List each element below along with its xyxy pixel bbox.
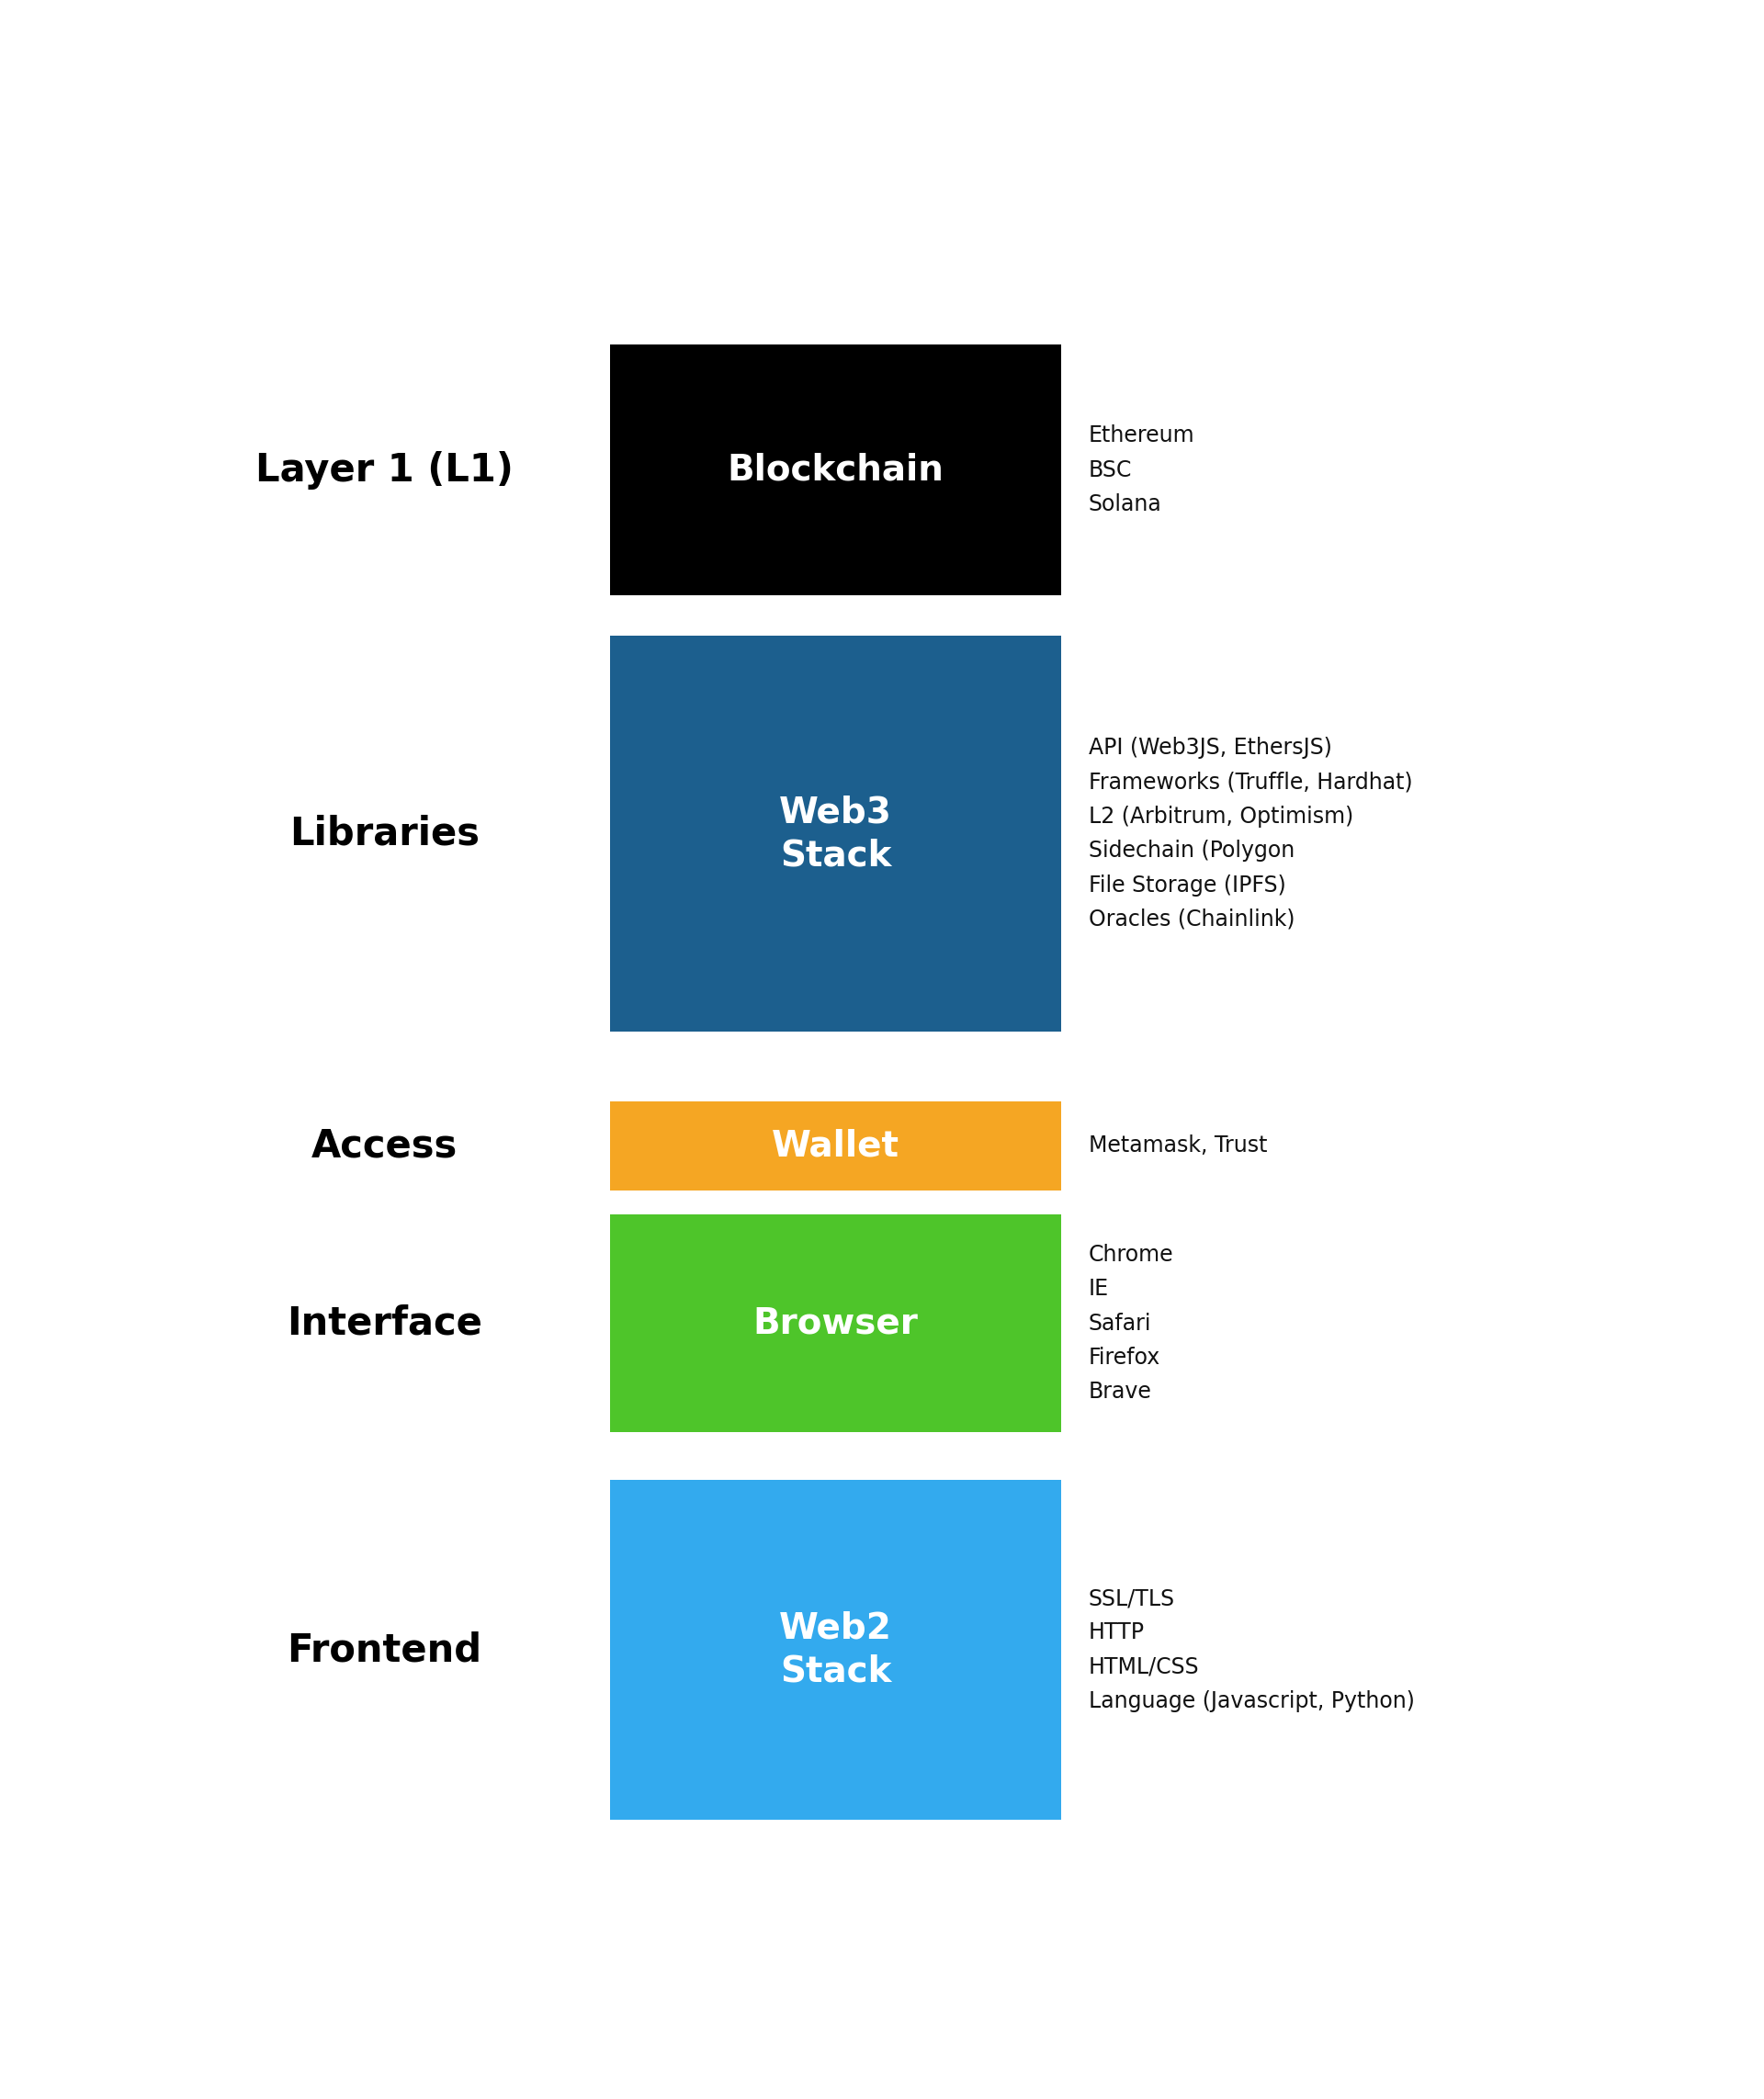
Bar — [610, 1480, 1062, 1820]
Text: Wallet: Wallet — [773, 1127, 900, 1163]
Text: Web3
Stack: Web3 Stack — [780, 796, 893, 873]
Text: Browser: Browser — [753, 1306, 919, 1341]
Text: Chrome
IE
Safari
Firefox
Brave: Chrome IE Safari Firefox Brave — [1088, 1245, 1173, 1402]
Bar — [610, 1215, 1062, 1432]
Bar — [610, 636, 1062, 1033]
Text: Libraries: Libraries — [289, 814, 480, 852]
Text: Interface: Interface — [288, 1303, 482, 1343]
Text: Layer 1 (L1): Layer 1 (L1) — [256, 451, 513, 489]
Text: Metamask, Trust: Metamask, Trust — [1088, 1136, 1267, 1157]
Text: Blockchain: Blockchain — [727, 453, 944, 487]
Bar — [610, 1102, 1062, 1190]
Text: API (Web3JS, EthersJS)
Frameworks (Truffle, Hardhat)
L2 (Arbitrum, Optimism)
Sid: API (Web3JS, EthersJS) Frameworks (Truff… — [1088, 737, 1413, 930]
Text: Frontend: Frontend — [288, 1631, 482, 1669]
Bar — [610, 344, 1062, 596]
Text: SSL/TLS
HTTP
HTML/CSS
Language (Javascript, Python): SSL/TLS HTTP HTML/CSS Language (Javascri… — [1088, 1587, 1415, 1713]
Text: Access: Access — [312, 1127, 457, 1165]
Text: Web2
Stack: Web2 Stack — [780, 1610, 893, 1690]
Text: Ethereum
BSC
Solana: Ethereum BSC Solana — [1088, 424, 1194, 516]
